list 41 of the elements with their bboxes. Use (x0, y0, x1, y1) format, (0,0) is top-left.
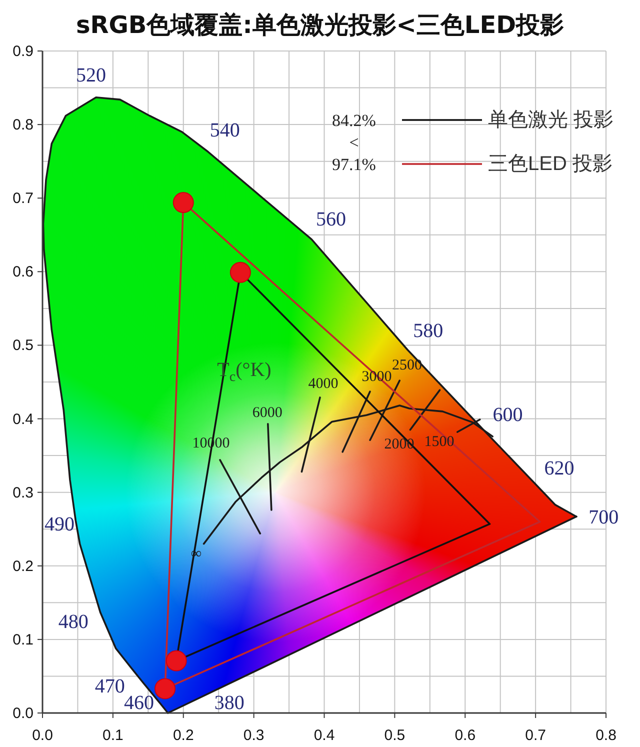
y-tick-label: 0.4 (12, 410, 34, 428)
y-tick-label: 0.2 (12, 557, 34, 574)
x-tick-label: 0.3 (243, 727, 264, 744)
x-tick-label: 0.4 (314, 727, 335, 744)
y-tick-label: 0.1 (12, 630, 34, 648)
annotation: 700 (588, 506, 619, 528)
y-tick-label: 0.8 (12, 116, 34, 134)
annotation: 560 (316, 208, 346, 231)
x-tick-label: 0.5 (384, 727, 406, 744)
annotation: 620 (544, 458, 574, 480)
annotation: 600 (492, 404, 523, 426)
annotation: < (349, 132, 359, 152)
y-tick-label: 0.5 (12, 336, 34, 354)
x-tick-label: 0.2 (172, 727, 194, 744)
annotation: 580 (413, 320, 444, 342)
y-tick-label: 0.6 (12, 263, 34, 280)
legend-label: 三色LED 投影 (488, 153, 612, 175)
x-tick-label: 0.0 (32, 727, 53, 744)
x-tick-label: 0.6 (454, 727, 476, 744)
legend-label: 单色激光 投影 (488, 109, 614, 131)
annotation: 470 (94, 675, 125, 698)
annotation: 6000 (252, 404, 282, 421)
y-tick-label: 0.3 (12, 484, 34, 501)
x-tick-label: 0.8 (596, 727, 616, 744)
annotation: 97.1% (332, 154, 376, 174)
annotation: 490 (44, 514, 74, 536)
annotation: 540 (210, 120, 240, 142)
annotation: 84.2% (332, 110, 376, 130)
annotation: 460 (124, 692, 154, 714)
y-tick-label: 0.7 (12, 190, 34, 207)
annotation: 380 (214, 692, 244, 714)
x-tick-label: 0.7 (525, 727, 546, 744)
annotation: 4000 (308, 376, 338, 392)
y-tick-label: 0.0 (12, 704, 34, 722)
annotation: 2500 (392, 358, 422, 374)
annotation: 520 (76, 64, 106, 86)
annotation: 480 (58, 611, 88, 633)
y-tick-label: 0.9 (12, 42, 34, 60)
x-tick-label: 0.1 (102, 727, 124, 744)
annotation: 1500 (424, 434, 454, 450)
chart-title: sRGB色域覆盖:单色激光投影<三色LED投影 (76, 11, 564, 39)
